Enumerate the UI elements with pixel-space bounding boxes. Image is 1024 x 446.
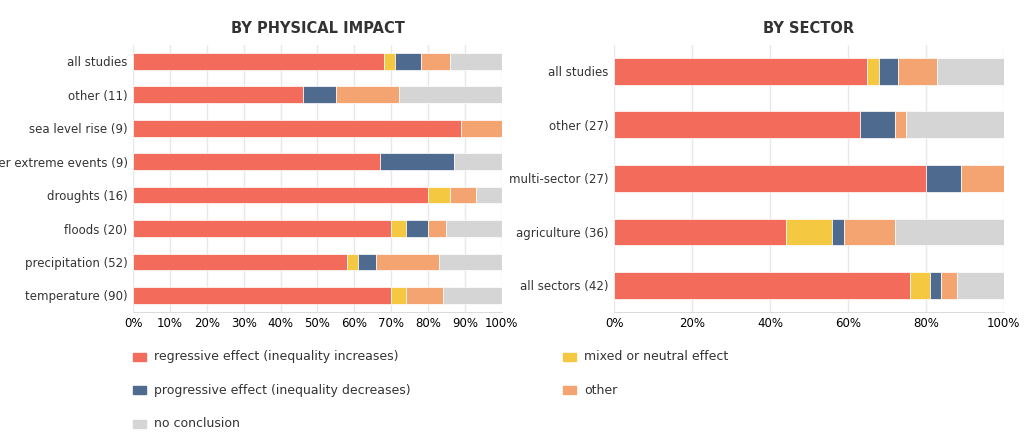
Bar — [398, 87, 502, 103]
Bar — [391, 220, 406, 237]
Bar — [961, 165, 1004, 192]
Bar — [133, 254, 347, 270]
Bar — [133, 287, 391, 304]
Bar — [454, 153, 502, 170]
Bar — [451, 187, 476, 203]
Bar — [446, 220, 502, 237]
Bar — [133, 87, 303, 103]
Bar — [785, 219, 833, 245]
Bar — [895, 219, 1004, 245]
Bar — [926, 165, 961, 192]
Bar — [336, 87, 398, 103]
Bar — [833, 219, 844, 245]
Bar — [895, 112, 906, 138]
Bar — [391, 287, 406, 304]
Bar — [930, 272, 941, 299]
Bar — [910, 272, 930, 299]
Bar — [421, 53, 451, 70]
Bar — [614, 112, 859, 138]
Bar — [442, 287, 502, 304]
Bar — [941, 272, 956, 299]
Bar — [859, 112, 895, 138]
Bar — [358, 254, 377, 270]
Bar — [461, 120, 502, 136]
Bar — [406, 220, 428, 237]
Text: mixed or neutral effect: mixed or neutral effect — [585, 350, 728, 363]
Bar — [451, 53, 502, 70]
Bar — [867, 58, 879, 85]
Text: other: other — [585, 384, 617, 397]
Bar — [614, 272, 910, 299]
Bar — [956, 272, 1004, 299]
Bar — [133, 187, 428, 203]
Bar — [614, 58, 867, 85]
Bar — [898, 58, 937, 85]
Text: regressive effect (inequality increases): regressive effect (inequality increases) — [155, 350, 398, 363]
Bar — [380, 153, 454, 170]
Bar — [133, 120, 461, 136]
Bar — [133, 220, 391, 237]
Bar — [384, 53, 395, 70]
Text: no conclusion: no conclusion — [155, 417, 240, 430]
Bar — [844, 219, 895, 245]
Bar — [133, 53, 384, 70]
Title: BY PHYSICAL IMPACT: BY PHYSICAL IMPACT — [230, 21, 404, 37]
Bar — [303, 87, 336, 103]
Bar — [395, 53, 421, 70]
Text: progressive effect (inequality decreases): progressive effect (inequality decreases… — [155, 384, 411, 397]
Bar — [377, 254, 439, 270]
Bar — [906, 112, 1004, 138]
Bar — [614, 165, 926, 192]
Bar — [879, 58, 898, 85]
Bar — [133, 153, 380, 170]
Bar — [937, 58, 1004, 85]
Bar — [406, 287, 442, 304]
Bar — [347, 254, 358, 270]
Title: BY SECTOR: BY SECTOR — [764, 21, 854, 37]
Bar — [614, 219, 785, 245]
Bar — [428, 187, 451, 203]
Bar — [428, 220, 446, 237]
Bar — [476, 187, 502, 203]
Bar — [439, 254, 502, 270]
